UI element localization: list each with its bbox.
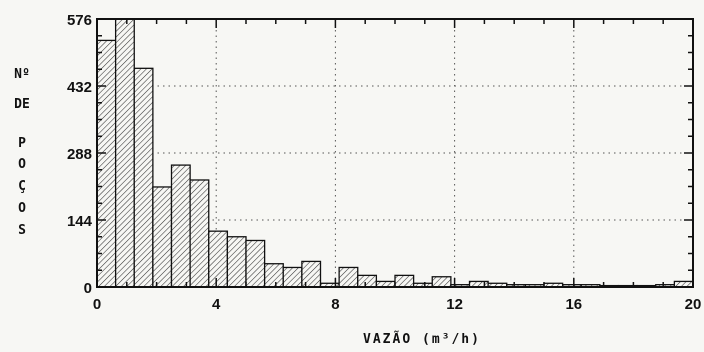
tick-labels: 0 4 8 12 16 20 0 144 288 432 576: [67, 12, 701, 313]
x-tick-label: 8: [331, 296, 339, 313]
y-tick-label: 144: [67, 213, 93, 230]
histogram-bar: [96, 39, 117, 288]
y-label-line: Ç: [18, 179, 26, 194]
histogram-bar: [282, 266, 303, 288]
x-axis-label: VAZÃO (m³/h): [363, 331, 481, 347]
y-label-line: Nº: [14, 67, 30, 82]
histogram-bar: [189, 179, 210, 288]
histogram-bar: [170, 164, 191, 288]
y-label-line: DE: [14, 97, 30, 112]
y-tick-label: 432: [67, 79, 92, 96]
x-tick-label: 0: [93, 296, 101, 313]
histogram-bar: [357, 274, 378, 288]
histogram-bar: [431, 276, 452, 288]
histogram-bar: [263, 263, 284, 288]
histogram-bar: [208, 230, 229, 288]
histogram-bar: [338, 266, 359, 288]
y-label-line: O: [18, 157, 26, 172]
y-label-line: P: [18, 136, 26, 151]
y-tick-label: 288: [67, 146, 92, 163]
y-label-line: O: [18, 201, 26, 216]
histogram-bar: [133, 67, 154, 288]
histogram-bar: [226, 236, 247, 288]
x-tick-label: 12: [446, 296, 463, 313]
tick-marks: [96, 18, 694, 288]
x-tick-label: 16: [565, 296, 582, 313]
y-tick-label: 0: [84, 280, 92, 297]
y-tick-label: 576: [67, 12, 92, 29]
y-label-line: S: [18, 223, 26, 238]
histogram-bar: [114, 18, 135, 288]
bars: [96, 18, 694, 288]
histogram-bar: [152, 186, 173, 288]
x-tick-label: 20: [685, 296, 702, 313]
histogram-bar: [394, 274, 415, 288]
histogram-bar: [301, 260, 322, 288]
histogram-bar: [245, 239, 266, 288]
x-tick-label: 4: [212, 296, 221, 313]
